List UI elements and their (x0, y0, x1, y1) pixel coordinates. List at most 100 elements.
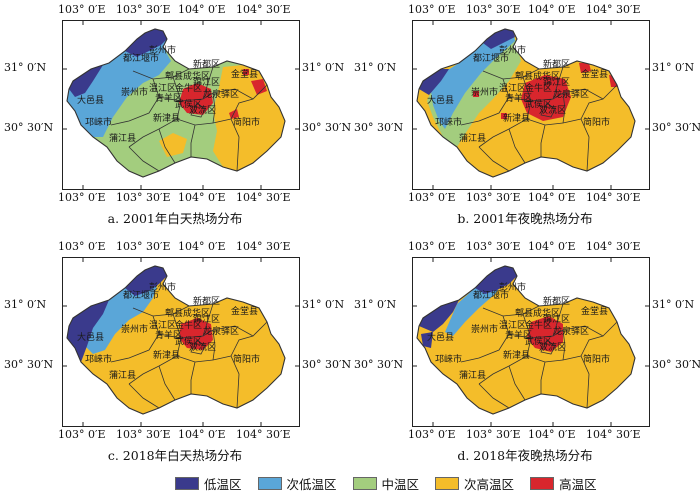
district-boundary (230, 118, 240, 172)
district-label: 温江区 (499, 83, 526, 94)
left-tick-label: 30° 30′N (354, 358, 404, 371)
district-label: 新都区 (543, 58, 570, 70)
district-label: 锦江区 (543, 313, 570, 325)
zone-high (229, 109, 239, 119)
district-boundary (230, 335, 254, 357)
district-label: 新津县 (153, 349, 180, 361)
district-label: 金堂县 (231, 305, 258, 317)
legend-label-high: 高温区 (559, 476, 597, 492)
district-boundary (478, 146, 510, 172)
map-panel-2: 103° 0′E 103° 30′E 104° 0′E 104° 30′E 103° 0… (350, 0, 700, 235)
district-label: 金堂县 (231, 68, 258, 80)
zone-sub-low (431, 29, 515, 129)
district-boundary (526, 118, 582, 126)
district-boundary (460, 315, 510, 363)
bottom-tick-label: 104° 30′E (236, 428, 291, 441)
district-label: 崇州市 (471, 323, 498, 335)
district-boundary (522, 76, 532, 102)
district-boundary (540, 339, 556, 355)
district-label: 邛崃市 (85, 116, 112, 128)
district-label: 新都区 (193, 295, 220, 307)
top-tick-label: 104° 0′E (178, 3, 226, 16)
zone-high (473, 91, 479, 97)
zone-low (419, 300, 459, 332)
district-label: 双流区 (539, 104, 566, 116)
district-label: 大邑县 (77, 94, 104, 106)
right-tick-label: 30° 30′N (652, 358, 700, 371)
bottom-tick-label: 103° 30′E (116, 191, 171, 204)
panel-caption: d. 2018年夜晚热场分布 (457, 448, 593, 463)
district-boundary (580, 355, 590, 409)
map-panel-1: 103° 0′E 103° 30′E 104° 0′E 104° 30′E 103° 0… (0, 0, 351, 235)
district-boundary (552, 66, 564, 100)
zone-high (579, 63, 591, 73)
district-label: 青羊区 (505, 92, 532, 104)
top-tick-label: 104° 0′E (178, 240, 226, 253)
district-label: 蒲江县 (459, 132, 486, 144)
legend-swatch-sub-high (435, 476, 460, 490)
bottom-tick-label: 104° 0′E (528, 428, 576, 441)
district-boundary (158, 329, 214, 339)
district-boundary (132, 68, 190, 80)
legend-swatch-high (530, 476, 555, 490)
district-boundary (508, 329, 564, 339)
right-tick-label: 31° 0′N (302, 298, 345, 311)
district-label: 蒲江县 (459, 369, 486, 381)
district-label: 武侯区 (525, 335, 552, 347)
panel-caption: a. 2001年白天热场分布 (107, 211, 243, 226)
map-frame: 都江堰市 彭州市 新都区 郫县 崇州市 温江区 青羊区 成华区 金牛区 武侯区 锦江区 龙泉驿区 双流区… (62, 20, 300, 190)
district-label: 彭州市 (149, 281, 176, 293)
district-label: 郫县 (515, 307, 533, 319)
district-label: 简阳市 (233, 116, 260, 128)
zone-high (521, 75, 571, 121)
district-label: 龙泉驿区 (203, 88, 239, 100)
district-label: 锦江区 (193, 76, 220, 88)
zone-sub-high (159, 133, 187, 157)
left-tick-label: 31° 0′N (4, 61, 47, 74)
district-boundary (190, 339, 206, 355)
bottom-tick-label: 103° 0′E (58, 428, 106, 441)
legend-item-high: 高温区 (530, 474, 597, 493)
zone-high (501, 113, 507, 119)
map-frame: 都江堰市 彭州市 新都区 郫县 崇州市 温江区 青羊区 成华区 金牛区 武侯区 锦江区 龙泉驿区 双流区… (62, 257, 300, 427)
district-label: 龙泉驿区 (553, 88, 589, 100)
bottom-tick-label: 103° 0′E (58, 191, 106, 204)
bottom-tick-label: 104° 30′E (586, 428, 641, 441)
district-label: 金牛区 (525, 82, 552, 94)
district-label: 温江区 (149, 83, 176, 94)
district-boundary (128, 146, 160, 172)
district-boundary (190, 361, 196, 394)
district-boundary (110, 315, 160, 363)
district-label: 金堂县 (581, 68, 608, 80)
district-label: 成华区 (533, 307, 560, 319)
district-boundary (482, 305, 540, 317)
district-label: 大邑县 (427, 331, 454, 343)
zone-low (419, 69, 449, 95)
district-boundary (212, 321, 268, 337)
district-label: 简阳市 (583, 116, 610, 128)
top-tick-label: 103° 0′E (58, 240, 106, 253)
top-tick-label: 103° 30′E (466, 3, 521, 16)
district-label: 新都区 (193, 58, 220, 70)
district-boundary (172, 313, 182, 339)
top-tick-label: 103° 30′E (116, 3, 171, 16)
region-outline (416, 265, 636, 415)
zone-high (179, 318, 213, 350)
zone-high (251, 79, 267, 95)
district-boundary (128, 383, 160, 409)
district-label: 蒲江县 (109, 132, 136, 144)
district-boundary (580, 118, 590, 172)
zone-sub-high (213, 65, 285, 171)
top-tick-label: 104° 30′E (586, 3, 641, 16)
legend-label-mid: 中温区 (381, 476, 420, 492)
district-label: 金堂县 (581, 305, 608, 317)
panel-caption: c. 2018年白天热场分布 (107, 448, 243, 463)
zone-sub-low (67, 29, 171, 137)
district-boundary (522, 313, 532, 339)
bottom-tick-label: 104° 0′E (178, 191, 226, 204)
district-label: 双流区 (539, 341, 566, 353)
district-boundary (212, 92, 216, 124)
district-boundary (526, 355, 582, 363)
district-label: 青羊区 (155, 329, 182, 341)
